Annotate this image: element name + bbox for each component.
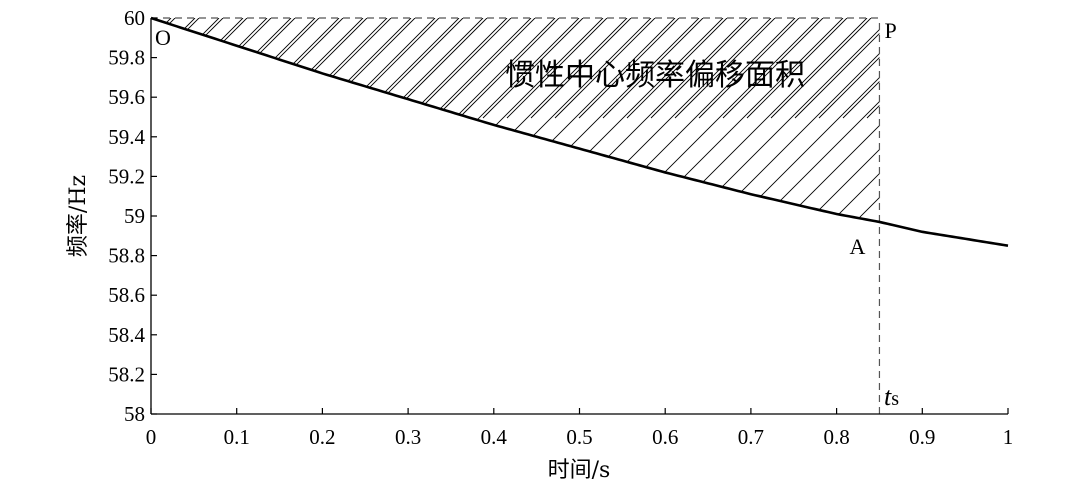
hatch-line bbox=[794, 18, 880, 119]
hatch-line-long bbox=[878, 18, 880, 222]
frequency-curve bbox=[150, 16, 1009, 247]
y-tick-label: 59.6 bbox=[108, 85, 145, 109]
labels: 惯性中心频率偏移面积 时间/s 频率/Hz ts O P A bbox=[66, 18, 899, 483]
y-tick-label: 58.8 bbox=[108, 244, 145, 268]
x-tick-label: 0.9 bbox=[909, 425, 935, 449]
hatch-line bbox=[410, 18, 512, 119]
hatch-line-long bbox=[151, 18, 220, 222]
x-tick-label: 0.3 bbox=[395, 425, 421, 449]
x-tick-label: 1 bbox=[1003, 425, 1014, 449]
x-tick-label: 0.6 bbox=[652, 425, 678, 449]
hatch-line-long bbox=[927, 18, 1080, 414]
ts-italic: t bbox=[884, 382, 892, 411]
hatch-line bbox=[866, 18, 880, 119]
hatch-line-long bbox=[151, 18, 508, 222]
y-tick-label: 59.8 bbox=[108, 46, 145, 70]
y-tick-label: 58 bbox=[124, 402, 145, 426]
hatch-line-long bbox=[951, 18, 1080, 414]
x-tick-label: 0.7 bbox=[738, 425, 764, 449]
point-label-p: P bbox=[884, 18, 896, 43]
hatch-line-long bbox=[151, 18, 292, 222]
hatch-line-long bbox=[830, 18, 880, 222]
hatch-line bbox=[626, 18, 728, 119]
hatch-line-long bbox=[662, 18, 880, 222]
ts-sub: s bbox=[891, 388, 899, 410]
hatch-line-long bbox=[151, 18, 364, 222]
y-axis-title: 频率/Hz bbox=[66, 175, 91, 257]
y-tick-label: 58.6 bbox=[108, 283, 145, 307]
hatch-line bbox=[770, 18, 872, 119]
hatch-line-long bbox=[151, 18, 244, 222]
hatch-line bbox=[530, 18, 632, 119]
hatch-line bbox=[650, 18, 752, 119]
hatch-line-long bbox=[151, 18, 340, 222]
hatch-line-long bbox=[782, 18, 880, 222]
hatch-line bbox=[554, 18, 656, 119]
y-tick-label: 58.2 bbox=[108, 362, 145, 386]
ticks: 0 0.1 0.2 0.3 0.4 0.5 0.6 0.7 0.8 0.9 1 58 58.2 58.4 5… bbox=[108, 6, 1013, 449]
hatch-line bbox=[746, 18, 848, 119]
hatch-line-long bbox=[151, 18, 316, 222]
hatch-line bbox=[458, 18, 560, 119]
x-tick-label: 0 bbox=[146, 425, 157, 449]
x-tick-label: 0.2 bbox=[309, 425, 335, 449]
hatch-line-long bbox=[151, 18, 484, 222]
hatch-line bbox=[722, 18, 824, 119]
point-label-a: A bbox=[849, 234, 865, 259]
hatch-line bbox=[674, 18, 776, 119]
hatch-line-long bbox=[151, 18, 436, 222]
hatch-line bbox=[482, 18, 584, 119]
y-tick-label: 59 bbox=[124, 204, 145, 228]
ts-label: ts bbox=[884, 382, 899, 411]
hatch-line-long bbox=[151, 18, 460, 222]
hatch-line bbox=[818, 18, 880, 119]
y-tick-label: 59.4 bbox=[108, 125, 145, 149]
hatch-line bbox=[915, 18, 1015, 118]
region-label: 惯性中心频率偏移面积 bbox=[505, 58, 805, 93]
reference-lines bbox=[151, 17, 881, 414]
hatch-line-long bbox=[999, 18, 1080, 414]
hatch-line-long bbox=[151, 18, 196, 222]
hatch-line-long bbox=[1023, 18, 1080, 414]
x-tick-label: 0.1 bbox=[224, 425, 250, 449]
hatch-line-long bbox=[975, 18, 1080, 414]
hatch-line-long bbox=[151, 18, 388, 222]
series bbox=[150, 16, 1009, 247]
hatch-line bbox=[842, 18, 880, 119]
x-tick-label: 0.5 bbox=[566, 425, 592, 449]
hatch-line-long bbox=[1047, 18, 1080, 414]
hatch-line bbox=[602, 18, 704, 119]
x-axis-title: 时间/s bbox=[548, 458, 611, 483]
hatch-line bbox=[578, 18, 680, 119]
hatch-line-long bbox=[854, 18, 880, 222]
hatch-line bbox=[698, 18, 800, 119]
hatch-line bbox=[891, 18, 991, 118]
hatch-line bbox=[434, 18, 536, 119]
y-tick-label: 60 bbox=[124, 6, 145, 30]
hatch-line-long bbox=[903, 18, 1080, 414]
y-tick-label: 58.4 bbox=[108, 323, 145, 347]
y-tick-label: 59.2 bbox=[108, 164, 145, 188]
x-tick-label: 0.8 bbox=[823, 425, 849, 449]
x-tick-label: 0.4 bbox=[481, 425, 508, 449]
point-label-o: O bbox=[155, 25, 171, 50]
hatch-line bbox=[506, 18, 608, 119]
hatch-line bbox=[963, 18, 1063, 118]
hatch-line bbox=[939, 18, 1039, 118]
hatch-line-long bbox=[158, 18, 556, 222]
